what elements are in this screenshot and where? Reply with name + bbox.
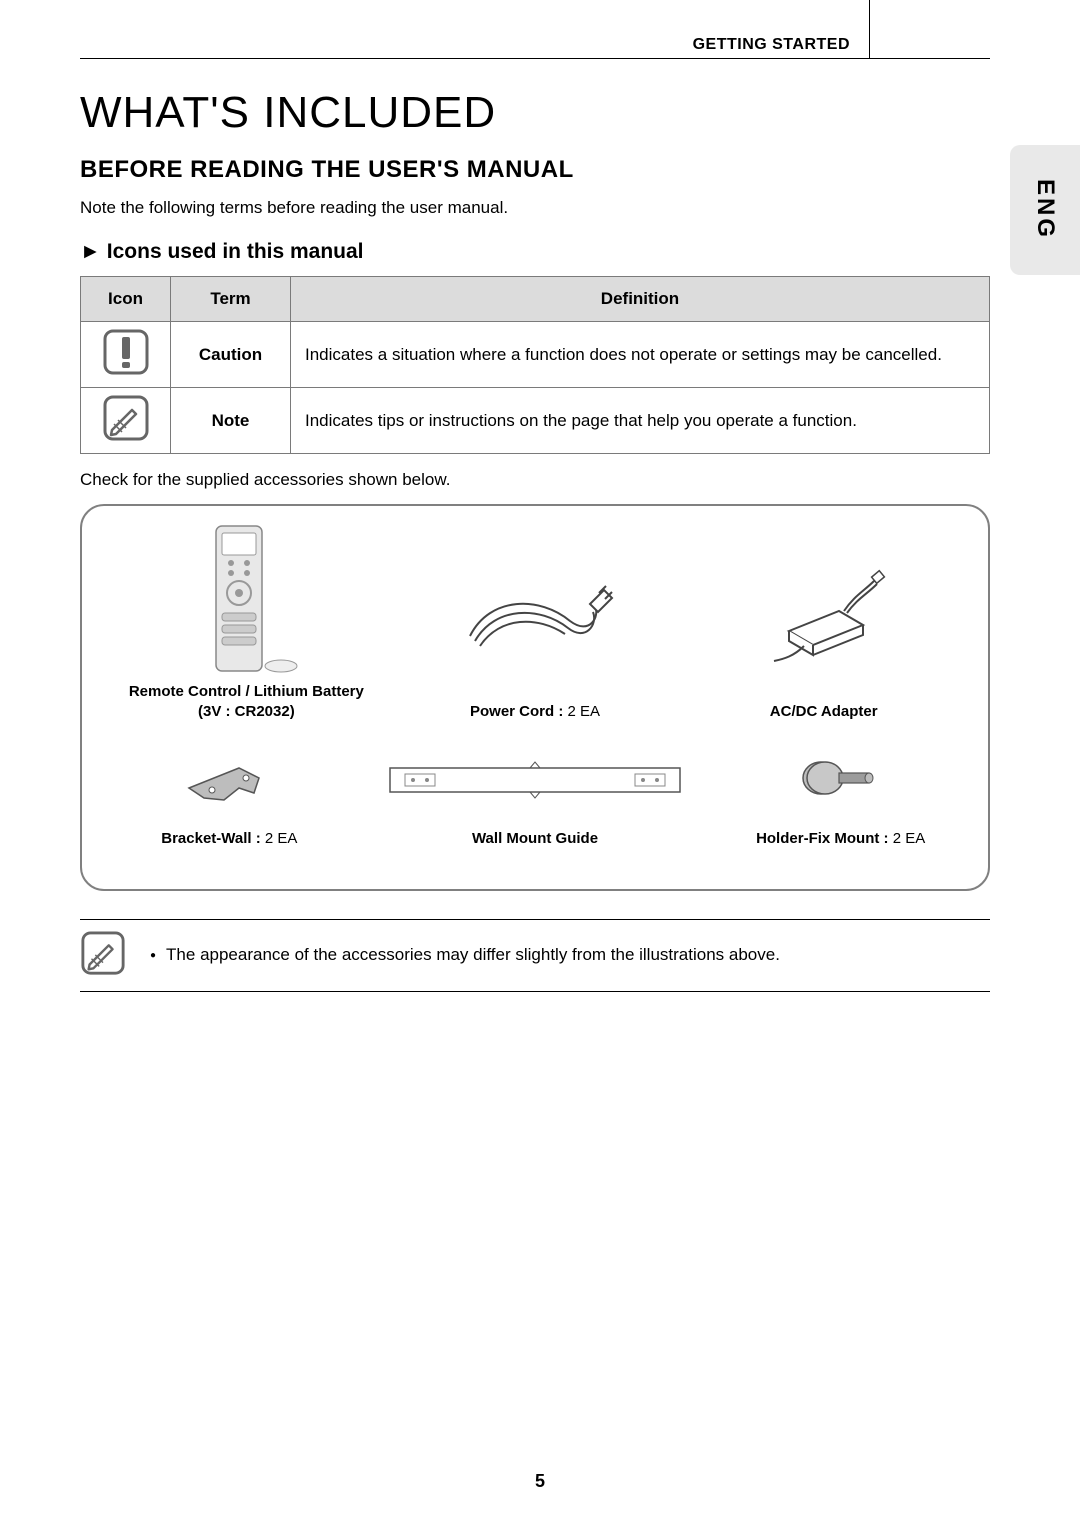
icons-heading: ► Icons used in this manual — [80, 240, 990, 264]
language-tab: ENG — [1010, 145, 1080, 275]
holder-fix-illustration — [713, 733, 968, 823]
col-definition: Definition — [291, 277, 990, 322]
accessories-row-1: Remote Control / Lithium Battery (3V : C… — [102, 526, 968, 723]
section-label: GETTING STARTED — [693, 36, 850, 54]
accessory-adapter: AC/DC Adapter — [679, 546, 968, 722]
header-divider-horizontal — [80, 58, 990, 59]
page-number: 5 — [0, 1471, 1080, 1492]
accessories-box: Remote Control / Lithium Battery (3V : C… — [80, 504, 990, 891]
icon-definition-table: Icon Term Definition Caution Indicates a… — [80, 276, 990, 454]
accessory-label: Remote Control / Lithium Battery (3V : C… — [102, 682, 391, 723]
header-divider-vertical — [869, 0, 870, 58]
note-bullet-list: The appearance of the accessories may di… — [150, 945, 780, 965]
accessories-row-2: Bracket-Wall : 2 EA Wall M — [102, 733, 968, 849]
wall-guide-illustration — [357, 733, 714, 823]
term-note: Note — [171, 388, 291, 454]
col-term: Term — [171, 277, 291, 322]
check-accessories-text: Check for the supplied accessories shown… — [80, 470, 990, 490]
note-icon — [102, 394, 150, 442]
accessory-label: Holder-Fix Mount : 2 EA — [713, 829, 968, 849]
table-row: Note Indicates tips or instructions on t… — [81, 388, 990, 454]
adapter-illustration — [679, 546, 968, 696]
page-subtitle: BEFORE READING THE USER'S MANUAL — [80, 156, 990, 184]
note-bullet: The appearance of the accessories may di… — [150, 945, 780, 965]
table-row: Caution Indicates a situation where a fu… — [81, 322, 990, 388]
def-caution: Indicates a situation where a function d… — [291, 322, 990, 388]
accessory-label: AC/DC Adapter — [679, 702, 968, 722]
intro-text: Note the following terms before reading … — [80, 198, 990, 218]
note-block: The appearance of the accessories may di… — [80, 919, 990, 992]
accessory-remote: Remote Control / Lithium Battery (3V : C… — [102, 526, 391, 723]
note-icon — [80, 930, 126, 981]
language-tab-label: ENG — [1031, 179, 1059, 240]
bracket-illustration — [102, 733, 357, 823]
def-note: Indicates tips or instructions on the pa… — [291, 388, 990, 454]
accessory-bracket-wall: Bracket-Wall : 2 EA — [102, 733, 357, 849]
caution-icon — [102, 328, 150, 376]
term-caution: Caution — [171, 322, 291, 388]
col-icon: Icon — [81, 277, 171, 322]
accessory-holder-fix: Holder-Fix Mount : 2 EA — [713, 733, 968, 849]
remote-illustration — [102, 526, 391, 676]
accessory-wall-mount-guide: Wall Mount Guide — [357, 733, 714, 849]
power-cord-illustration — [391, 546, 680, 696]
icons-heading-text: Icons used in this manual — [107, 240, 364, 263]
accessory-power-cord: Power Cord : 2 EA — [391, 546, 680, 722]
accessory-label: Power Cord : 2 EA — [391, 702, 680, 722]
accessory-label: Wall Mount Guide — [357, 829, 714, 849]
table-header-row: Icon Term Definition — [81, 277, 990, 322]
note-icon-cell — [81, 388, 171, 454]
page-title: WHAT'S INCLUDED — [80, 88, 990, 138]
triangle-right-icon: ► — [80, 240, 101, 264]
accessory-label: Bracket-Wall : 2 EA — [102, 829, 357, 849]
caution-icon-cell — [81, 322, 171, 388]
